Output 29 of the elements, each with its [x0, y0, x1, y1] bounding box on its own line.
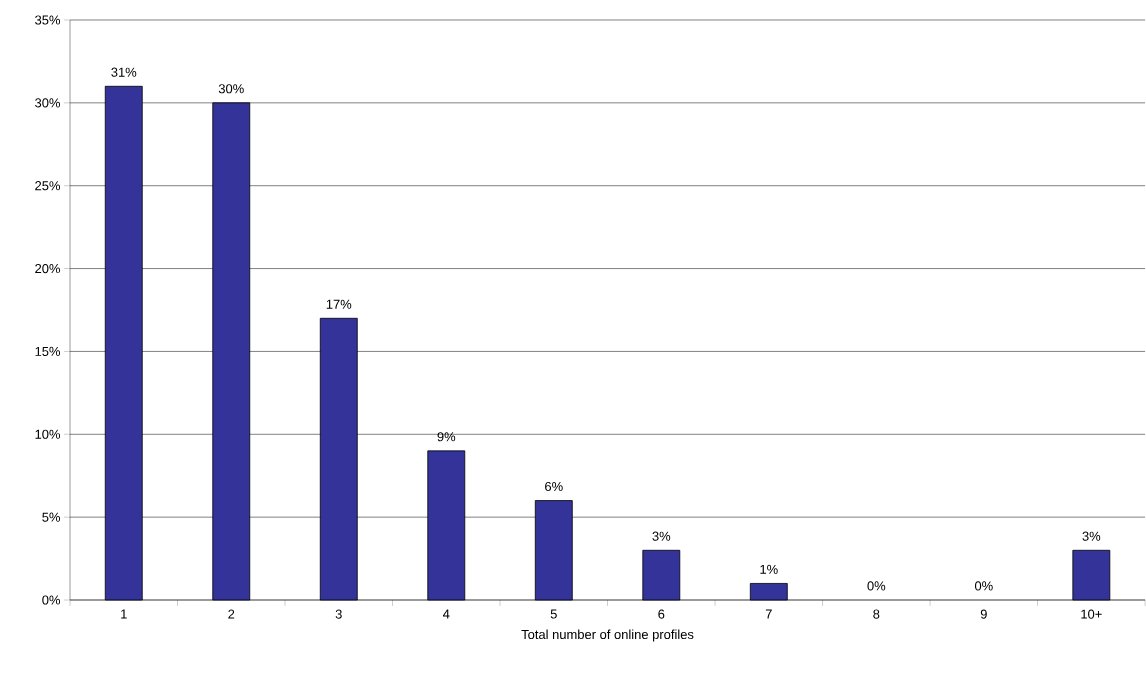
- data-label: 1%: [760, 564, 778, 574]
- y-tick-label: 35%: [35, 15, 61, 25]
- data-label: 6%: [545, 481, 563, 492]
- x-tick-label: 10+: [1081, 609, 1102, 619]
- y-tick-label: 15%: [35, 346, 61, 356]
- x-tick-label: 5: [550, 609, 557, 619]
- x-tick-label: 7: [765, 609, 772, 619]
- x-tick-label: 3: [335, 609, 342, 619]
- data-label: 3%: [1082, 531, 1101, 541]
- y-tick-label: 5%: [42, 512, 61, 522]
- y-tick-label: 0%: [42, 595, 61, 605]
- data-label: 0%: [974, 581, 993, 591]
- y-tick-label: 10%: [35, 429, 61, 439]
- data-label: 3%: [652, 531, 671, 541]
- data-label: 0%: [867, 581, 886, 591]
- x-tick-label: 2: [228, 609, 235, 619]
- y-tick-label: 20%: [35, 263, 61, 274]
- data-label: 9%: [437, 432, 456, 442]
- x-tick-label: 9: [980, 609, 987, 619]
- y-tick-label: 25%: [35, 181, 61, 191]
- x-tick-label: 4: [442, 609, 450, 619]
- y-tick-label: 30%: [35, 98, 61, 108]
- data-label: 30%: [218, 84, 244, 94]
- data-label: 17%: [326, 299, 352, 309]
- x-axis-title: Total number of online profiles: [521, 629, 694, 642]
- x-tick-label: 8: [873, 609, 880, 619]
- x-tick-label: 6: [658, 609, 665, 619]
- data-label: 31%: [111, 67, 137, 77]
- x-tick-label: 1: [121, 609, 127, 619]
